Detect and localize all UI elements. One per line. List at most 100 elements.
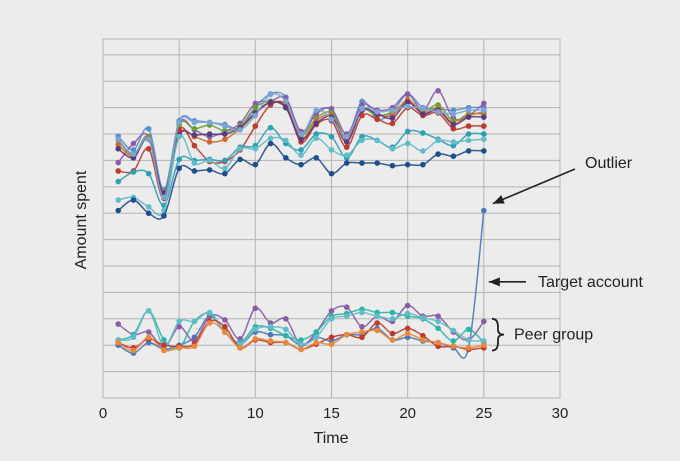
- series-group: [115, 87, 487, 359]
- data-point: [481, 131, 487, 137]
- data-point: [283, 326, 289, 333]
- data-point: [343, 139, 350, 145]
- data-point: [420, 337, 426, 343]
- target-account-arrowhead: [488, 277, 500, 287]
- data-point: [267, 140, 274, 147]
- peer-group-label: Peer group: [514, 327, 593, 344]
- data-point: [313, 120, 320, 127]
- data-point: [343, 331, 350, 338]
- data-point: [420, 148, 426, 154]
- data-point: [130, 140, 137, 147]
- data-point: [328, 341, 335, 347]
- data-point: [145, 125, 152, 132]
- data-point: [283, 154, 289, 161]
- data-point: [359, 334, 365, 341]
- data-point: [481, 123, 487, 129]
- data-point: [191, 142, 198, 149]
- data-point: [465, 326, 472, 333]
- data-point: [389, 316, 396, 322]
- x-tick-label: 5: [175, 405, 183, 422]
- data-point: [359, 137, 365, 144]
- data-point: [404, 310, 411, 317]
- data-point: [206, 139, 213, 145]
- data-point: [252, 161, 259, 168]
- data-point: [252, 305, 259, 312]
- data-point: [298, 346, 304, 353]
- data-point: [481, 100, 487, 107]
- data-point: [481, 136, 487, 143]
- data-point: [191, 119, 198, 126]
- data-point: [313, 334, 320, 341]
- data-point: [374, 320, 381, 326]
- data-point: [389, 162, 396, 169]
- series-15: [115, 320, 487, 354]
- data-point: [191, 318, 198, 325]
- data-point: [435, 151, 441, 157]
- data-point: [298, 136, 304, 143]
- data-point: [481, 338, 487, 344]
- data-point: [267, 331, 274, 338]
- data-point: [115, 136, 122, 143]
- data-point: [283, 98, 289, 105]
- data-point: [222, 170, 228, 177]
- data-point: [343, 160, 350, 166]
- x-axis-ticks: 0 5 10 15 20 25 30: [99, 405, 569, 422]
- data-point: [283, 316, 289, 322]
- data-point: [115, 207, 122, 214]
- data-point: [435, 318, 441, 325]
- data-point: [115, 339, 122, 346]
- data-point: [435, 313, 441, 319]
- data-point: [161, 347, 167, 354]
- data-point: [206, 309, 213, 316]
- plot-frame: [102, 38, 561, 399]
- data-point: [313, 107, 320, 114]
- data-point: [176, 345, 182, 351]
- data-point: [115, 141, 122, 148]
- data-point: [237, 156, 243, 163]
- data-point: [130, 147, 137, 153]
- data-point: [222, 157, 228, 164]
- x-tick-label: 20: [399, 405, 416, 422]
- data-point: [145, 170, 152, 177]
- data-point: [252, 104, 259, 111]
- data-point: [222, 329, 228, 335]
- data-point: [420, 332, 426, 339]
- data-point: [252, 100, 259, 107]
- data-point: [222, 136, 228, 143]
- data-point: [450, 121, 457, 128]
- data-point: [283, 332, 289, 339]
- data-point: [328, 308, 335, 314]
- data-point: [222, 123, 228, 129]
- data-point: [115, 159, 122, 166]
- data-point: [176, 119, 182, 126]
- data-point: [298, 337, 304, 343]
- data-point: [343, 152, 350, 158]
- data-point: [145, 204, 152, 210]
- series-6: [115, 91, 487, 201]
- data-point: [359, 323, 365, 330]
- data-point: [161, 213, 167, 219]
- series-8: [115, 133, 487, 217]
- data-point: [328, 133, 335, 140]
- data-point: [191, 343, 198, 350]
- annotations: Outlier Target account Peer group: [488, 155, 644, 352]
- data-point: [298, 161, 304, 168]
- data-point: [450, 125, 457, 132]
- data-point: [298, 152, 304, 158]
- data-point: [404, 302, 411, 309]
- data-point: [206, 119, 213, 126]
- data-point: [404, 161, 411, 168]
- data-point: [313, 339, 320, 346]
- data-point: [389, 337, 396, 343]
- x-tick-label: 10: [247, 405, 264, 422]
- x-tick-label: 15: [323, 405, 340, 422]
- data-point: [404, 140, 411, 147]
- data-point: [420, 105, 426, 112]
- data-point: [343, 144, 350, 151]
- data-point: [161, 342, 167, 349]
- data-point: [420, 130, 426, 136]
- y-axis-label: Amount spent: [73, 170, 90, 269]
- data-point: [389, 115, 396, 121]
- data-point: [389, 330, 396, 337]
- data-point: [404, 99, 411, 106]
